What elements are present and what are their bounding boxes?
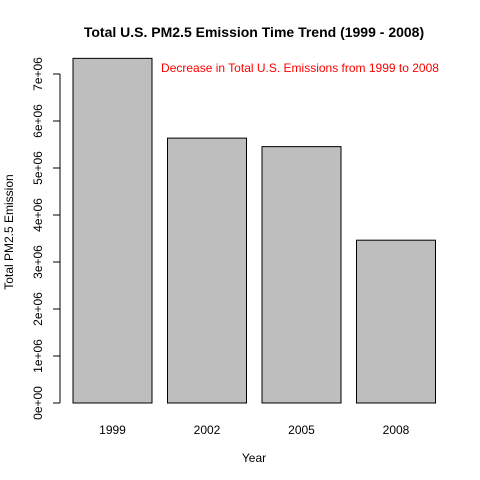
bar-2005: [261, 146, 342, 404]
y-tick-label: 3e+06: [31, 245, 45, 279]
y-tick-label: 5e+06: [31, 151, 45, 185]
x-tick-label-2005: 2005: [288, 423, 315, 437]
y-tick-label: 7e+06: [31, 57, 45, 91]
chart-title: Total U.S. PM2.5 Emission Time Trend (19…: [84, 24, 424, 40]
y-tick-label: 2e+06: [31, 292, 45, 326]
bar-1999: [72, 57, 153, 404]
chart-annotation: Decrease in Total U.S. Emissions from 19…: [161, 61, 439, 75]
y-tick-label: 0e+00: [31, 386, 45, 420]
y-axis-label: Total PM2.5 Emission: [2, 174, 16, 289]
y-axis: 0e+00 1e+06 2e+06 3e+06 4e+06 5e+06 6e+06 7e+06: [31, 57, 61, 420]
bar-2002: [167, 137, 247, 404]
y-tick-label: 4e+06: [31, 198, 45, 232]
y-tick-label: 6e+06: [31, 104, 45, 138]
x-axis-label: Year: [242, 451, 266, 465]
y-tick-label: 1e+06: [31, 339, 45, 373]
x-tick-label-1999: 1999: [99, 423, 126, 437]
bars-layer: [72, 57, 436, 404]
x-tick-labels: 1999 2002 2005 2008: [99, 423, 410, 437]
x-tick-label-2002: 2002: [194, 423, 221, 437]
x-tick-label-2008: 2008: [383, 423, 410, 437]
bar-2008: [356, 239, 436, 404]
